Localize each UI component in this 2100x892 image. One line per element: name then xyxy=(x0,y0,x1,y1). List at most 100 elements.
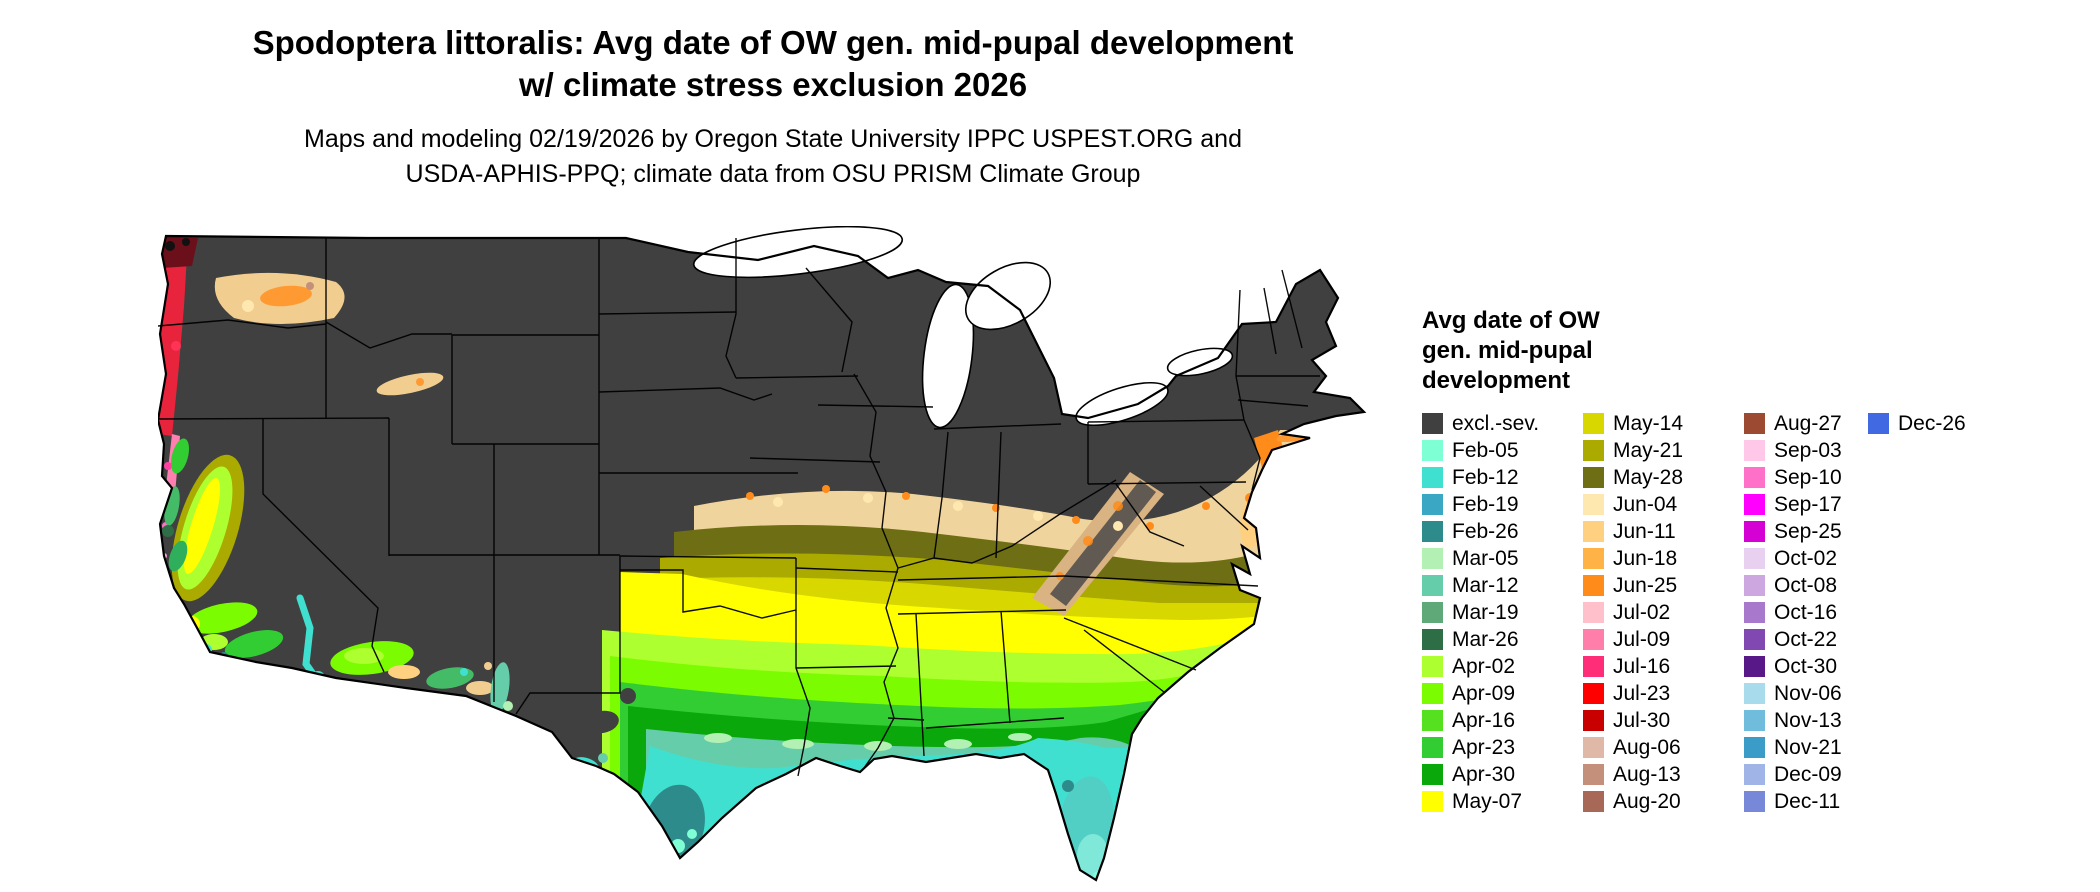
legend-entry: Apr-30 xyxy=(1422,761,1583,788)
legend-entry: Feb-26 xyxy=(1422,518,1583,545)
legend-swatch xyxy=(1583,494,1604,515)
legend-entry: Apr-23 xyxy=(1422,734,1583,761)
legend-entry: Sep-10 xyxy=(1744,464,1868,491)
legend-label: Oct-22 xyxy=(1774,627,1838,651)
legend-swatch xyxy=(1744,656,1765,677)
legend-label: Feb-05 xyxy=(1452,438,1519,462)
legend-swatch xyxy=(1583,629,1604,650)
legend-label: Feb-12 xyxy=(1452,465,1519,489)
legend-label: Mar-26 xyxy=(1452,627,1519,651)
legend-entry: Jul-02 xyxy=(1583,599,1744,626)
legend-swatch xyxy=(1744,413,1765,434)
legend-swatch xyxy=(1744,629,1765,650)
legend-entry: Dec-09 xyxy=(1744,761,1868,788)
legend-column: excl.-sev. Feb-05 Feb-12 Feb-19 Feb-26 Mar-05… xyxy=(1422,410,1583,815)
legend-label: Apr-09 xyxy=(1452,681,1516,705)
legend-swatch xyxy=(1583,656,1604,677)
legend-label: Jun-04 xyxy=(1613,492,1678,516)
legend-entry: May-28 xyxy=(1583,464,1744,491)
legend-entry: Sep-03 xyxy=(1744,437,1868,464)
legend-swatch xyxy=(1583,467,1604,488)
legend-swatch xyxy=(1744,791,1765,812)
legend-title: Avg date of OW gen. mid-pupal developmen… xyxy=(1422,306,2082,396)
legend-swatch xyxy=(1744,440,1765,461)
legend-entry: Nov-06 xyxy=(1744,680,1868,707)
legend-entry: Feb-19 xyxy=(1422,491,1583,518)
page-title-line1: Spodoptera littoralis: Avg date of OW ge… xyxy=(252,24,1294,61)
legend-entry: Apr-09 xyxy=(1422,680,1583,707)
attribution-line2: USDA-APHIS-PPQ; climate data from OSU PR… xyxy=(405,160,1141,189)
legend-swatch xyxy=(1583,413,1604,434)
legend-swatch xyxy=(1583,548,1604,569)
legend-entry: Oct-22 xyxy=(1744,626,1868,653)
legend-label: Jun-18 xyxy=(1613,546,1678,570)
legend-entry: Jun-18 xyxy=(1583,545,1744,572)
state-boundaries xyxy=(157,238,1320,777)
legend-label: Nov-13 xyxy=(1774,708,1842,732)
legend-swatch xyxy=(1744,764,1765,785)
legend-column: Dec-26 xyxy=(1868,410,1998,437)
legend-swatch xyxy=(1422,548,1443,569)
legend-entry: Aug-27 xyxy=(1744,410,1868,437)
legend-swatch xyxy=(1744,575,1765,596)
legend-label: Aug-13 xyxy=(1613,762,1681,786)
lake-superior xyxy=(692,225,904,279)
legend-column: May-14 May-21 May-28 Jun-04 Jun-11 Jun-18 Jun-… xyxy=(1583,410,1744,815)
legend-label: Sep-17 xyxy=(1774,492,1842,516)
legend-label: May-07 xyxy=(1452,789,1523,813)
legend-entry: Oct-08 xyxy=(1744,572,1868,599)
legend-swatch xyxy=(1744,521,1765,542)
legend-swatch xyxy=(1422,575,1443,596)
legend-swatch xyxy=(1422,521,1443,542)
legend-label: Jun-11 xyxy=(1613,519,1676,543)
legend-swatch xyxy=(1744,710,1765,731)
legend-label: Dec-09 xyxy=(1774,762,1842,786)
legend-columns: excl.-sev. Feb-05 Feb-12 Feb-19 Feb-26 Mar-05… xyxy=(1422,410,2082,815)
legend-swatch xyxy=(1583,521,1604,542)
legend-label: May-28 xyxy=(1613,465,1684,489)
legend-swatch xyxy=(1744,467,1765,488)
legend-label: Sep-25 xyxy=(1774,519,1842,543)
legend-label: May-21 xyxy=(1613,438,1684,462)
legend-swatch xyxy=(1583,764,1604,785)
attribution-line1: Maps and modeling 02/19/2026 by Oregon S… xyxy=(304,125,1242,154)
legend-entry: Jul-23 xyxy=(1583,680,1744,707)
legend-label: Feb-19 xyxy=(1452,492,1519,516)
legend-label: May-14 xyxy=(1613,411,1684,435)
legend-swatch xyxy=(1583,710,1604,731)
legend-entry: Sep-25 xyxy=(1744,518,1868,545)
legend-entry: Nov-13 xyxy=(1744,707,1868,734)
legend-column: Aug-27 Sep-03 Sep-10 Sep-17 Sep-25 Oct-02 Oct-… xyxy=(1744,410,1868,815)
header: Spodoptera littoralis: Avg date of OW ge… xyxy=(0,22,1546,192)
legend-entry: Mar-12 xyxy=(1422,572,1583,599)
legend-entry: Jul-30 xyxy=(1583,707,1744,734)
legend-title-line3: development xyxy=(1422,367,1571,394)
legend-label: Apr-02 xyxy=(1452,654,1516,678)
legend-entry: Aug-13 xyxy=(1583,761,1744,788)
lake-ontario xyxy=(1166,347,1234,377)
legend-swatch xyxy=(1583,791,1604,812)
legend-label: Oct-30 xyxy=(1774,654,1838,678)
legend-label: Dec-26 xyxy=(1898,411,1966,435)
legend-label: Sep-03 xyxy=(1774,438,1842,462)
legend-swatch xyxy=(1583,683,1604,704)
great-lakes xyxy=(692,225,1234,429)
legend-swatch xyxy=(1422,683,1443,704)
legend-entry: Jun-04 xyxy=(1583,491,1744,518)
legend-label: Dec-11 xyxy=(1774,789,1841,813)
legend-label: Sep-10 xyxy=(1774,465,1842,489)
legend-swatch xyxy=(1583,602,1604,623)
legend-swatch xyxy=(1422,629,1443,650)
legend-label: Oct-02 xyxy=(1774,546,1838,570)
legend-title-line2: gen. mid-pupal xyxy=(1422,337,1593,364)
legend-label: Jul-30 xyxy=(1613,708,1671,732)
legend-entry: Dec-26 xyxy=(1868,410,1998,437)
legend-label: excl.-sev. xyxy=(1452,411,1540,435)
map-legend: Avg date of OW gen. mid-pupal developmen… xyxy=(1422,306,2082,815)
map-attribution: Maps and modeling 02/19/2026 by Oregon S… xyxy=(0,122,1546,192)
legend-entry: Mar-26 xyxy=(1422,626,1583,653)
legend-entry: Dec-11 xyxy=(1744,788,1868,815)
legend-label: Apr-30 xyxy=(1452,762,1516,786)
legend-label: Mar-05 xyxy=(1452,546,1519,570)
